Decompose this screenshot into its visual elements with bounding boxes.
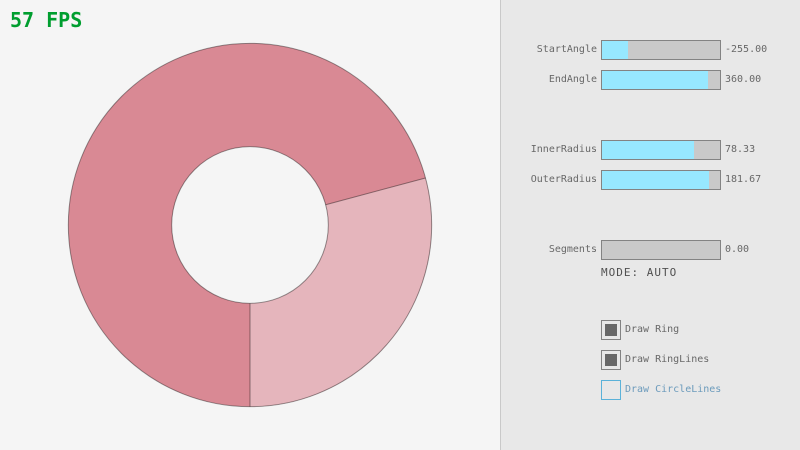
checkbox-row-draw-ring: Draw Ring xyxy=(501,320,800,340)
outer-radius-value: 181.67 xyxy=(725,174,762,185)
fps-counter: 57 FPS xyxy=(10,8,83,32)
end-angle-value: 360.00 xyxy=(725,74,762,85)
control-panel: StartAngle -255.00 EndAngle 360.00 Inner… xyxy=(500,0,800,450)
slider-fill xyxy=(602,71,708,89)
slider-row-start-angle: StartAngle -255.00 xyxy=(501,40,800,60)
draw-ringlines-checkbox[interactable] xyxy=(601,350,621,370)
outer-radius-slider[interactable] xyxy=(601,170,721,190)
segments-label: Segments xyxy=(548,244,597,255)
start-angle-value: -255.00 xyxy=(725,44,768,55)
draw-circlelines-checkbox[interactable] xyxy=(601,380,621,400)
start-angle-slider[interactable] xyxy=(601,40,721,60)
draw-ring-checkbox[interactable] xyxy=(601,320,621,340)
start-angle-label: StartAngle xyxy=(536,44,597,55)
inner-radius-value: 78.33 xyxy=(725,144,756,155)
slider-fill xyxy=(602,141,694,159)
end-angle-label: EndAngle xyxy=(548,74,597,85)
slider-row-inner-radius: InnerRadius 78.33 xyxy=(501,140,800,160)
checkmark xyxy=(605,354,617,366)
checkmark xyxy=(605,324,617,336)
segments-mode-text: MODE: AUTO xyxy=(601,266,678,279)
donut-ring-shape xyxy=(67,42,433,408)
segments-value: 0.00 xyxy=(725,244,750,255)
end-angle-slider[interactable] xyxy=(601,70,721,90)
outer-radius-label: OuterRadius xyxy=(530,174,597,185)
checkbox-row-draw-ringlines: Draw RingLines xyxy=(501,350,800,370)
draw-circlelines-label: Draw CircleLines xyxy=(625,384,722,395)
slider-row-end-angle: EndAngle 360.00 xyxy=(501,70,800,90)
checkbox-row-draw-circlelines: Draw CircleLines xyxy=(501,380,800,400)
inner-radius-slider[interactable] xyxy=(601,140,721,160)
inner-radius-label: InnerRadius xyxy=(530,144,597,155)
slider-row-outer-radius: OuterRadius 181.67 xyxy=(501,170,800,190)
slider-fill xyxy=(602,171,709,189)
slider-row-segments: Segments 0.00 xyxy=(501,240,800,260)
draw-ring-label: Draw Ring xyxy=(625,324,680,335)
draw-ringlines-label: Draw RingLines xyxy=(625,354,710,365)
segments-slider[interactable] xyxy=(601,240,721,260)
slider-fill xyxy=(602,41,628,59)
